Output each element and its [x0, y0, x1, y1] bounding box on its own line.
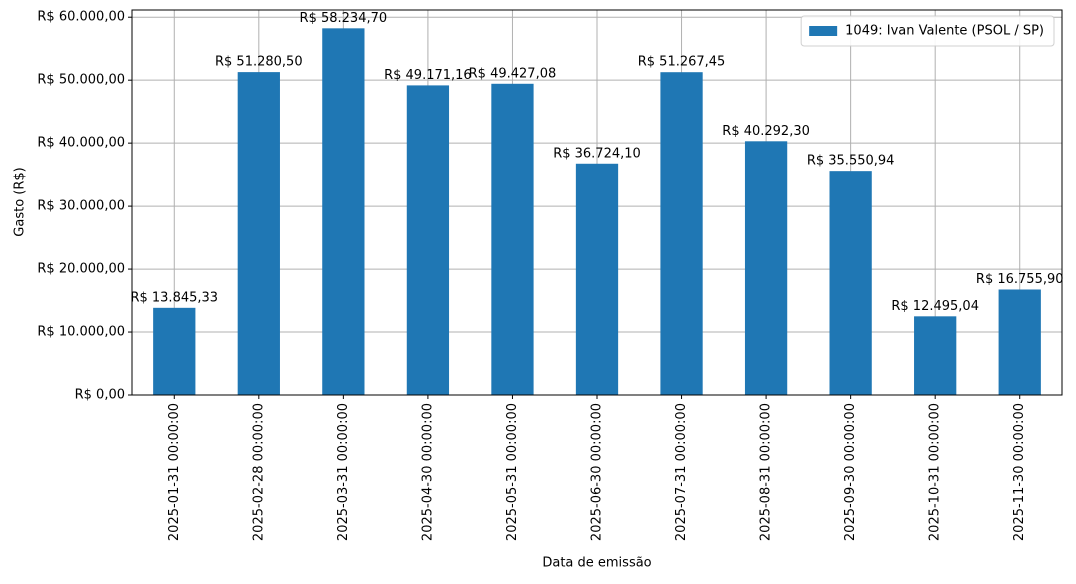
bar: [237, 72, 280, 395]
legend-frame: [800, 15, 1055, 47]
x-tick-label: 2025-05-31 00:00:00: [505, 403, 520, 541]
bar: [406, 85, 450, 396]
x-tick-label: 2025-06-30 00:00:00: [590, 403, 605, 541]
plot-frame: [131, 9, 1063, 396]
x-tick-label: 2025-02-28 00:00:00: [251, 403, 266, 541]
value-label: R$ 35.550,94: [807, 154, 895, 169]
bar: [153, 307, 196, 395]
x-tick-label: 2025-10-31 00:00:00: [928, 403, 943, 541]
bar: [998, 289, 1041, 395]
value-label: R$ 58.234,70: [300, 11, 388, 26]
legend: 1049: Ivan Valente (PSOL / SP): [800, 15, 1055, 47]
y-axis-label: Gasto (R$): [13, 167, 28, 236]
y-tick-label: R$ 0,00: [75, 388, 125, 403]
y-tick-label: R$ 40.000,00: [37, 136, 125, 151]
bar: [322, 28, 365, 396]
legend-swatch: [809, 26, 838, 36]
x-tick-label: 2025-08-31 00:00:00: [759, 403, 774, 541]
bar: [491, 83, 534, 395]
y-tick-label: R$ 10.000,00: [37, 325, 125, 340]
value-label: R$ 36.724,10: [553, 146, 641, 161]
y-tick-label: R$ 50.000,00: [37, 73, 125, 88]
x-tick-label: 2025-04-30 00:00:00: [420, 403, 435, 541]
x-tick-label: 2025-09-30 00:00:00: [843, 403, 858, 541]
y-tick-label: R$ 30.000,00: [37, 199, 125, 214]
value-label: R$ 40.292,30: [722, 124, 810, 139]
value-label: R$ 12.495,04: [891, 299, 979, 314]
y-tick-label: R$ 60.000,00: [37, 10, 125, 25]
x-tick-label: 2025-07-31 00:00:00: [674, 403, 689, 541]
legend-label: 1049: Ivan Valente (PSOL / SP): [845, 24, 1044, 39]
x-tick-label: 2025-01-31 00:00:00: [167, 403, 182, 541]
value-label: R$ 16.755,90: [976, 272, 1064, 287]
bar: [660, 72, 703, 396]
value-label: R$ 51.280,50: [215, 55, 303, 70]
bar: [914, 316, 957, 395]
x-tick-label: 2025-03-31 00:00:00: [336, 403, 351, 541]
bar: [575, 163, 619, 395]
value-label: R$ 13.845,33: [130, 290, 218, 305]
y-tick-label: R$ 20.000,00: [37, 262, 125, 277]
value-label: R$ 49.171,16: [384, 68, 472, 83]
x-tick-label: 2025-11-30 00:00:00: [1012, 403, 1027, 541]
bar: [829, 171, 872, 395]
value-label: R$ 49.427,08: [469, 66, 557, 81]
bar: [744, 141, 788, 395]
x-axis-label: Data de emissão: [542, 556, 651, 571]
value-label: R$ 51.267,45: [638, 55, 726, 70]
